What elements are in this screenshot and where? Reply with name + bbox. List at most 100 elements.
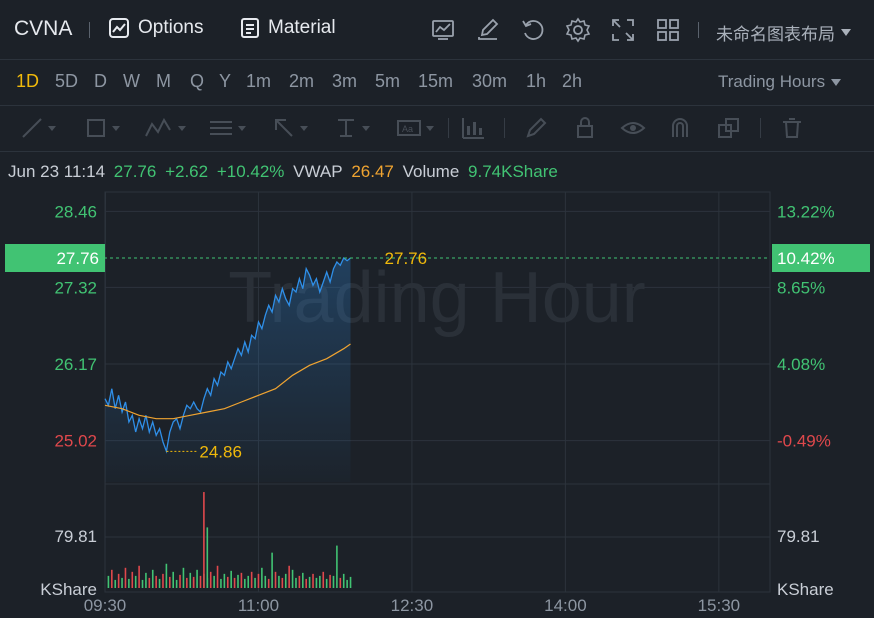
current-price-badge-text: 27.76 xyxy=(56,249,99,268)
chart-icon[interactable] xyxy=(430,17,456,43)
volume-bar xyxy=(155,575,157,588)
divider xyxy=(504,118,505,138)
volume-bar xyxy=(319,575,321,588)
volume-bar xyxy=(322,571,325,588)
time-axis-label: 11:00 xyxy=(238,596,279,615)
period-tab-q[interactable]: Q xyxy=(190,71,205,91)
period-tab-30m[interactable]: 30m xyxy=(472,71,508,91)
layers-icon[interactable] xyxy=(716,116,742,140)
volume-bar xyxy=(209,571,212,588)
low-price-label: 24.86 xyxy=(199,442,242,461)
period-tab-1h[interactable]: 1h xyxy=(526,71,547,91)
period-tab-15m[interactable]: 15m xyxy=(418,71,454,91)
volume-bar xyxy=(233,577,236,588)
measure-tool-icon[interactable] xyxy=(334,116,370,140)
volume-bar xyxy=(172,571,175,588)
magnet-icon[interactable] xyxy=(668,116,692,140)
volume-axis-label: 79.81 xyxy=(54,527,97,546)
volume-bar xyxy=(230,570,232,588)
volume-bar xyxy=(315,577,318,588)
volume-bar xyxy=(124,567,127,588)
refresh-icon[interactable] xyxy=(520,17,546,43)
percent-axis-label: 8.65% xyxy=(777,278,825,297)
quote-info-line: Jun 23 11:14 27.76 +2.62 +10.42% VWAP 26… xyxy=(8,162,562,182)
volume-bar xyxy=(148,577,151,588)
period-tab-d[interactable]: D xyxy=(94,71,107,91)
eye-icon[interactable] xyxy=(620,116,646,140)
quote-price: 27.76 xyxy=(113,162,157,181)
volume-label: Volume xyxy=(402,162,460,181)
layout-selector[interactable]: 未命名图表布局 xyxy=(716,20,851,45)
rectangle-tool-icon[interactable] xyxy=(84,116,120,140)
volume-value: 9.74KShare xyxy=(468,162,558,181)
divider xyxy=(448,118,449,138)
period-tab-5d[interactable]: 5D xyxy=(55,71,79,91)
volume-bar xyxy=(226,576,229,588)
volume-bar xyxy=(295,577,297,588)
price-chart[interactable]: Trading Hour27.7624.8628.4627.3226.1725.… xyxy=(0,152,874,618)
svg-text:Aa: Aa xyxy=(402,124,413,134)
divider xyxy=(698,22,699,38)
material-label: Material xyxy=(268,17,336,38)
volume-bar xyxy=(349,576,352,588)
volume-bar xyxy=(339,577,342,588)
volume-bar xyxy=(216,565,219,588)
time-axis-label: 09:30 xyxy=(84,596,127,615)
options-label: Options xyxy=(138,17,204,38)
period-tab-5m[interactable]: 5m xyxy=(375,71,401,91)
volume-bar xyxy=(151,569,154,588)
trading-hours-selector[interactable]: Trading Hours xyxy=(718,72,842,92)
edit-icon[interactable] xyxy=(475,17,501,43)
settings-icon[interactable] xyxy=(565,17,591,43)
pen-icon[interactable] xyxy=(524,116,548,140)
volume-bar xyxy=(179,574,181,588)
volume-bar xyxy=(223,573,226,588)
fullscreen-icon[interactable] xyxy=(610,17,636,43)
price-axis-label: 28.46 xyxy=(54,202,97,221)
period-tab-m[interactable]: M xyxy=(156,71,171,91)
volume-bar xyxy=(206,527,209,588)
volume-bar xyxy=(250,571,253,588)
line-tool-icon[interactable] xyxy=(20,116,56,140)
volume-bar xyxy=(165,563,168,588)
volume-bar xyxy=(312,573,314,588)
volume-bar xyxy=(257,573,260,588)
vwap-label: VWAP xyxy=(293,162,343,181)
time-axis-label: 15:30 xyxy=(698,596,741,615)
volume-bar xyxy=(281,577,284,588)
text-tool-icon[interactable]: Aa xyxy=(396,116,434,140)
period-tab-2h[interactable]: 2h xyxy=(562,71,583,91)
trash-icon[interactable] xyxy=(780,116,804,140)
volume-bar xyxy=(117,573,120,588)
quote-change-pct: +10.42% xyxy=(216,162,285,181)
volume-bar xyxy=(291,569,294,588)
quote-change: +2.62 xyxy=(165,162,209,181)
volume-bar xyxy=(107,575,110,588)
volume-bar xyxy=(192,576,195,588)
price-line xyxy=(104,256,351,454)
period-tab-y[interactable]: Y xyxy=(219,71,232,91)
period-tab-3m[interactable]: 3m xyxy=(332,71,358,91)
grid-layout-icon[interactable] xyxy=(655,17,681,43)
volume-bar xyxy=(267,578,270,588)
material-button[interactable]: Material xyxy=(240,17,336,39)
indicator-tool-icon[interactable] xyxy=(460,116,486,140)
options-button[interactable]: Options xyxy=(108,17,203,39)
volume-bar xyxy=(278,575,280,588)
arrow-tool-icon[interactable] xyxy=(272,116,308,140)
volume-bar xyxy=(288,565,290,588)
volume-bar xyxy=(264,575,267,588)
current-pct-badge xyxy=(772,244,870,272)
volume-bar xyxy=(131,571,134,588)
ticker-symbol[interactable]: CVNA xyxy=(14,17,73,40)
fibonacci-tool-icon[interactable] xyxy=(208,116,246,140)
period-tab-w[interactable]: W xyxy=(123,71,140,91)
period-tab-2m[interactable]: 2m xyxy=(289,71,315,91)
lock-icon[interactable] xyxy=(573,116,597,140)
volume-bar xyxy=(274,571,277,588)
percent-axis-label: 13.22% xyxy=(777,202,835,221)
period-tab-1m[interactable]: 1m xyxy=(246,71,272,91)
period-tab-1d[interactable]: 1D xyxy=(16,71,40,91)
pattern-tool-icon[interactable] xyxy=(144,116,186,140)
drawing-toolbar xyxy=(0,106,874,152)
